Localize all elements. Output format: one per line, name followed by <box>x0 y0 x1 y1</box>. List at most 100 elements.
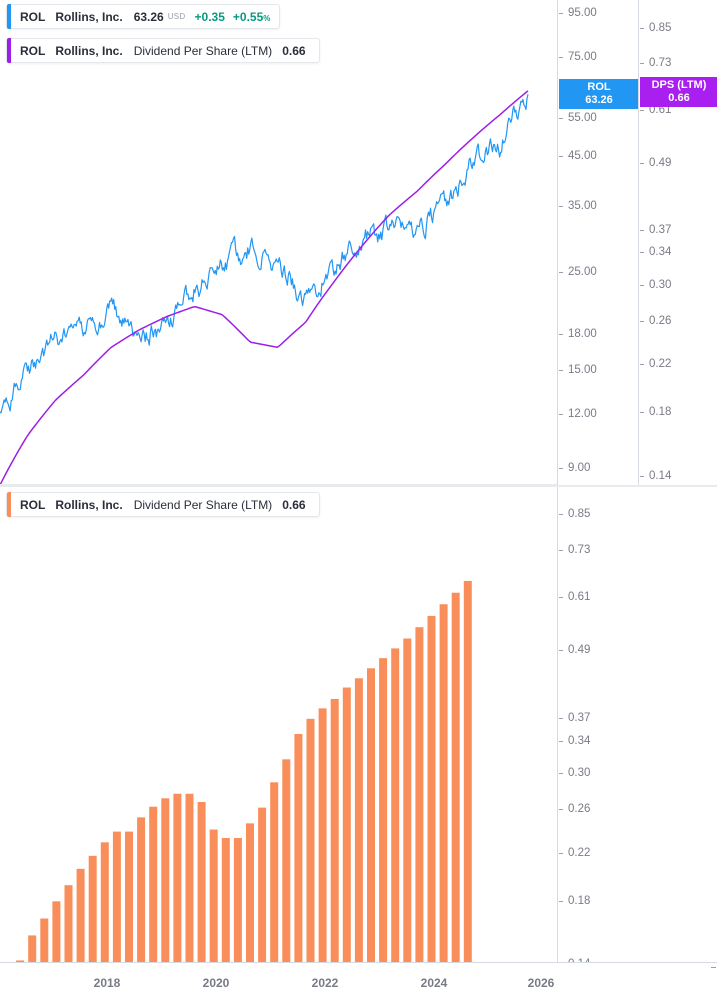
dps-upper-axis-tick-label: 0.14 <box>649 470 672 482</box>
dps-bar[interactable] <box>173 793 182 962</box>
dps-lower-axis-tick: 0.18 <box>558 894 590 908</box>
dps-upper-axis-tick-label: 0.30 <box>649 279 672 291</box>
dps-axis-lower[interactable]: 0.85 0.73 0.61 0.49 0.37 0.34 0.30 0.26 0.22 0.18… <box>557 487 717 970</box>
tick-mark-icon <box>559 12 563 14</box>
tick-mark-icon <box>559 717 563 719</box>
price-axis-tick: 12.00 <box>558 407 597 421</box>
price-axis-tick-label: 35.00 <box>568 200 597 212</box>
dps-bar[interactable] <box>137 817 146 962</box>
dps-bar[interactable] <box>161 798 170 962</box>
dps-bar[interactable] <box>88 855 97 962</box>
legend-dps-upper[interactable]: ROL Rollins, Inc. Dividend Per Share (LT… <box>6 38 320 63</box>
dps-bar[interactable] <box>16 960 25 962</box>
dps-bar-plot <box>16 580 472 962</box>
dps-bar[interactable] <box>233 837 242 962</box>
price-axis-tick: 9.00 <box>558 461 590 475</box>
dps-bar[interactable] <box>294 733 303 962</box>
dps-bar[interactable] <box>270 782 279 962</box>
dps-lower-axis-tick: 0.37 <box>558 711 590 725</box>
dps-bar[interactable] <box>112 831 121 962</box>
dps-bar[interactable] <box>197 801 206 962</box>
dps-lower-axis-tick-label: 0.85 <box>568 508 591 520</box>
dps-bar[interactable] <box>354 678 363 962</box>
dps-lower-axis-tick: 0.30 <box>558 766 590 780</box>
tick-mark-icon <box>559 649 563 651</box>
legend-symbol-dps-upper: ROL <box>20 43 46 58</box>
legend-company-dps-lower: Rollins, Inc. <box>55 497 123 512</box>
dps-bar[interactable] <box>64 885 73 962</box>
dps-lower-axis-tick-label: 0.18 <box>568 895 591 907</box>
dps-bar[interactable] <box>246 823 254 962</box>
dps-upper-axis-tick: 0.18 <box>639 405 671 419</box>
price-plot <box>0 90 529 485</box>
dps-lower-axis-tick: 0.49 <box>558 643 590 657</box>
tick-mark-icon <box>559 596 563 598</box>
tick-mark-icon <box>559 271 563 273</box>
dps-bar[interactable] <box>28 935 37 962</box>
dps-bar[interactable] <box>342 687 351 962</box>
tick-mark-icon <box>559 513 563 515</box>
dps-upper-current-badge[interactable]: DPS (LTM) 0.66 <box>640 77 717 107</box>
dps-bar[interactable] <box>439 604 448 962</box>
legend-company-price: Rollins, Inc. <box>55 9 123 24</box>
dps-bar[interactable] <box>403 638 412 962</box>
dps-bar[interactable] <box>318 708 327 962</box>
dps-bar[interactable] <box>367 668 375 962</box>
tick-mark-icon <box>640 109 644 111</box>
price-axis-upper[interactable]: 95.00 75.00 55.00 45.00 35.00 25.00 18.00 15.00… <box>557 0 639 485</box>
price-axis-tick: 75.00 <box>558 50 597 64</box>
dps-lower-axis-tick-label: 0.49 <box>568 644 591 656</box>
dps-bar[interactable] <box>209 829 218 962</box>
dps-bar[interactable] <box>125 831 133 962</box>
price-axis-tick-label: 12.00 <box>568 408 597 420</box>
price-axis-tick-label: 25.00 <box>568 266 597 278</box>
price-axis-tick-label: 95.00 <box>568 7 597 19</box>
dps-lower-axis-tick-label: 0.34 <box>568 735 591 747</box>
dps-bar[interactable] <box>282 759 291 962</box>
dps-bar[interactable] <box>391 648 400 962</box>
dps-bar[interactable] <box>330 698 339 962</box>
dps-upper-axis-tick: 0.49 <box>639 156 671 170</box>
tick-mark-icon <box>559 413 563 415</box>
dps-bar[interactable] <box>40 918 49 962</box>
dps-upper-axis-tick-label: 0.37 <box>649 224 672 236</box>
dps-upper-axis-tick: 0.14 <box>639 469 671 483</box>
pane-divider[interactable] <box>0 484 717 487</box>
time-axis[interactable]: 2018 2020 2022 2024 2026 <box>0 962 717 1005</box>
dps-bar[interactable] <box>427 615 436 962</box>
price-badge-label: ROL <box>587 81 611 93</box>
dps-bar[interactable] <box>76 868 85 962</box>
legend-dps-lower[interactable]: ROL Rollins, Inc. Dividend Per Share (LT… <box>6 492 320 517</box>
dps-bar[interactable] <box>149 806 158 962</box>
price-chart-pane[interactable] <box>0 0 555 485</box>
dps-upper-axis-tick: 0.26 <box>639 314 671 328</box>
dps-bar[interactable] <box>463 580 472 962</box>
tick-mark-icon <box>640 411 644 413</box>
dps-bar-chart-pane[interactable] <box>0 487 555 962</box>
dps-bar[interactable] <box>379 658 388 962</box>
time-axis-tick-label: 2022 <box>311 976 339 990</box>
tick-mark-icon <box>559 467 563 469</box>
dps-bar[interactable] <box>451 592 460 962</box>
legend-currency: USD <box>167 12 186 21</box>
price-axis-tick: 25.00 <box>558 265 597 279</box>
legend-color-swatch-dps-upper <box>7 38 11 63</box>
legend-price[interactable]: ROL Rollins, Inc. 63.26 USD +0.35 +0.55% <box>6 4 281 29</box>
price-axis-tick-label: 15.00 <box>568 364 597 376</box>
legend-metric-dps-upper: Dividend Per Share (LTM) <box>133 43 273 58</box>
dps-bar[interactable] <box>100 842 109 962</box>
dps-bar[interactable] <box>185 793 194 962</box>
dps-bar[interactable] <box>306 718 315 962</box>
dps-bar[interactable] <box>415 627 424 962</box>
price-axis-tick: 35.00 <box>558 199 597 213</box>
dps-bar[interactable] <box>258 807 267 962</box>
dps-lower-axis-tick: 0.34 <box>558 734 590 748</box>
dps-axis-upper[interactable]: 0.85 0.73 0.61 0.49 0.37 0.34 0.30 0.26 0.22 0.18… <box>638 0 717 485</box>
dps-bar[interactable] <box>52 901 61 962</box>
dps-lower-axis-tick-label: 0.22 <box>568 847 591 859</box>
legend-value-dps-lower: 0.66 <box>282 497 306 512</box>
dps-line-series <box>0 90 529 485</box>
dps-bar[interactable] <box>221 837 230 962</box>
price-current-badge[interactable]: ROL 63.26 <box>559 79 639 109</box>
price-axis-tick-label: 45.00 <box>568 150 597 162</box>
